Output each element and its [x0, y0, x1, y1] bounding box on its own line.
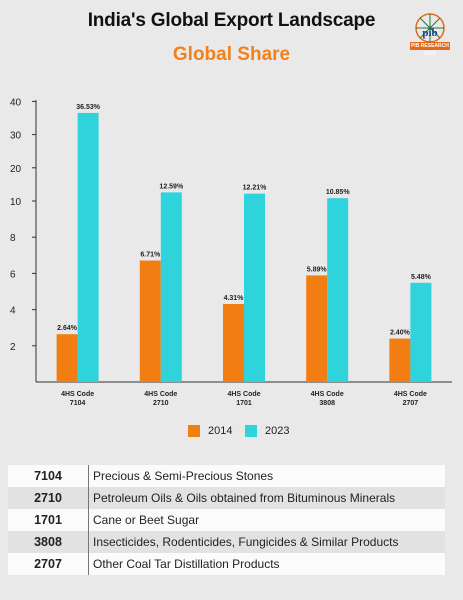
- chart-legend: 2014 2023: [0, 425, 463, 441]
- x-tick-label: 2710: [153, 400, 169, 407]
- page-title: India's Global Export Landscape: [87, 10, 376, 31]
- bar-chart: 2 4 6 8 10 20 30 40 2.64% 36.53% 4HS Code 7104 6.71%…: [10, 97, 452, 407]
- data-label: 4.31%: [224, 295, 245, 302]
- x-tick-label: 2707: [403, 400, 419, 407]
- legend-swatch-2014: [188, 425, 200, 437]
- hs-description: Petroleum Oils & Oils obtained from Bitu…: [93, 491, 396, 505]
- table-row: 2710 Petroleum Oils & Oils obtained from…: [8, 487, 445, 509]
- x-tick-label: 4HS Code: [394, 391, 427, 398]
- legend-label-2014: 2014: [208, 425, 233, 437]
- data-label: 5.48%: [411, 274, 432, 281]
- hs-code-table: 7104 Precious & Semi-Precious Stones 271…: [8, 465, 445, 575]
- hs-code: 2707: [8, 553, 89, 575]
- bar-2023-3: [327, 198, 349, 382]
- legend-item-2023: 2023: [245, 425, 289, 437]
- data-label: 6.71%: [140, 252, 161, 259]
- hs-description: Insecticides, Rodenticides, Fungicides &…: [93, 535, 399, 549]
- bar-2014-3: [306, 275, 328, 382]
- hs-description: Precious & Semi-Precious Stones: [93, 469, 274, 483]
- data-label: 10.85%: [326, 189, 351, 196]
- table-row: 2707 Other Coal Tar Distillation Product…: [8, 553, 445, 575]
- y-tick-label: 4: [10, 306, 16, 317]
- y-tick-label: 6: [10, 269, 16, 280]
- y-tick-label: 40: [10, 97, 22, 108]
- bar-2014-1: [139, 260, 161, 382]
- data-label: 36.53%: [76, 104, 101, 111]
- y-tick-label: 8: [10, 233, 16, 244]
- x-tick-label: 4HS Code: [61, 391, 94, 398]
- x-tick-label: 4HS Code: [227, 391, 260, 398]
- data-label: 5.89%: [307, 266, 328, 273]
- y-tick-label: 10: [10, 197, 22, 208]
- legend-swatch-2023: [245, 425, 257, 437]
- hs-code: 2710: [8, 487, 89, 509]
- hs-code: 1701: [8, 509, 89, 531]
- logo-caption: PIB RESEARCH UNIT: [410, 42, 450, 57]
- x-tick-label: 7104: [70, 400, 86, 407]
- data-label: 12.21%: [243, 185, 268, 192]
- data-label: 2.40%: [390, 330, 411, 337]
- data-label: 2.64%: [57, 325, 78, 332]
- legend-label-2023: 2023: [265, 425, 290, 437]
- x-tick-label: 4HS Code: [144, 391, 177, 398]
- hs-description: Other Coal Tar Distillation Products: [93, 557, 280, 571]
- bar-2023-2: [244, 193, 265, 382]
- x-tick-label: 3808: [319, 400, 335, 407]
- y-tick-label: 30: [10, 131, 22, 142]
- bar-2014-4: [389, 338, 411, 382]
- x-tick-label: 1701: [236, 400, 252, 407]
- x-tick-label: 4HS Code: [311, 391, 344, 398]
- table-row: 7104 Precious & Semi-Precious Stones: [8, 465, 445, 487]
- bar-2023-0: [77, 112, 99, 382]
- table-row: 3808 Insecticides, Rodenticides, Fungici…: [8, 531, 445, 553]
- hs-description: Cane or Beet Sugar: [93, 513, 200, 527]
- hs-code: 3808: [8, 531, 89, 553]
- chart-subtitle: Global Share: [172, 44, 291, 65]
- bar-2014-2: [223, 303, 244, 382]
- y-tick-label: 2: [10, 342, 16, 353]
- svg-text:pib: pib: [422, 27, 437, 39]
- data-label: 12.59%: [159, 183, 184, 190]
- bar-2014-0: [56, 334, 78, 382]
- legend-item-2014: 2014: [188, 425, 232, 437]
- bar-2023-4: [410, 282, 432, 382]
- table-row: 1701 Cane or Beet Sugar: [8, 509, 445, 531]
- hs-code: 7104: [8, 465, 89, 487]
- bar-2023-1: [160, 192, 182, 382]
- y-tick-label: 20: [10, 164, 22, 175]
